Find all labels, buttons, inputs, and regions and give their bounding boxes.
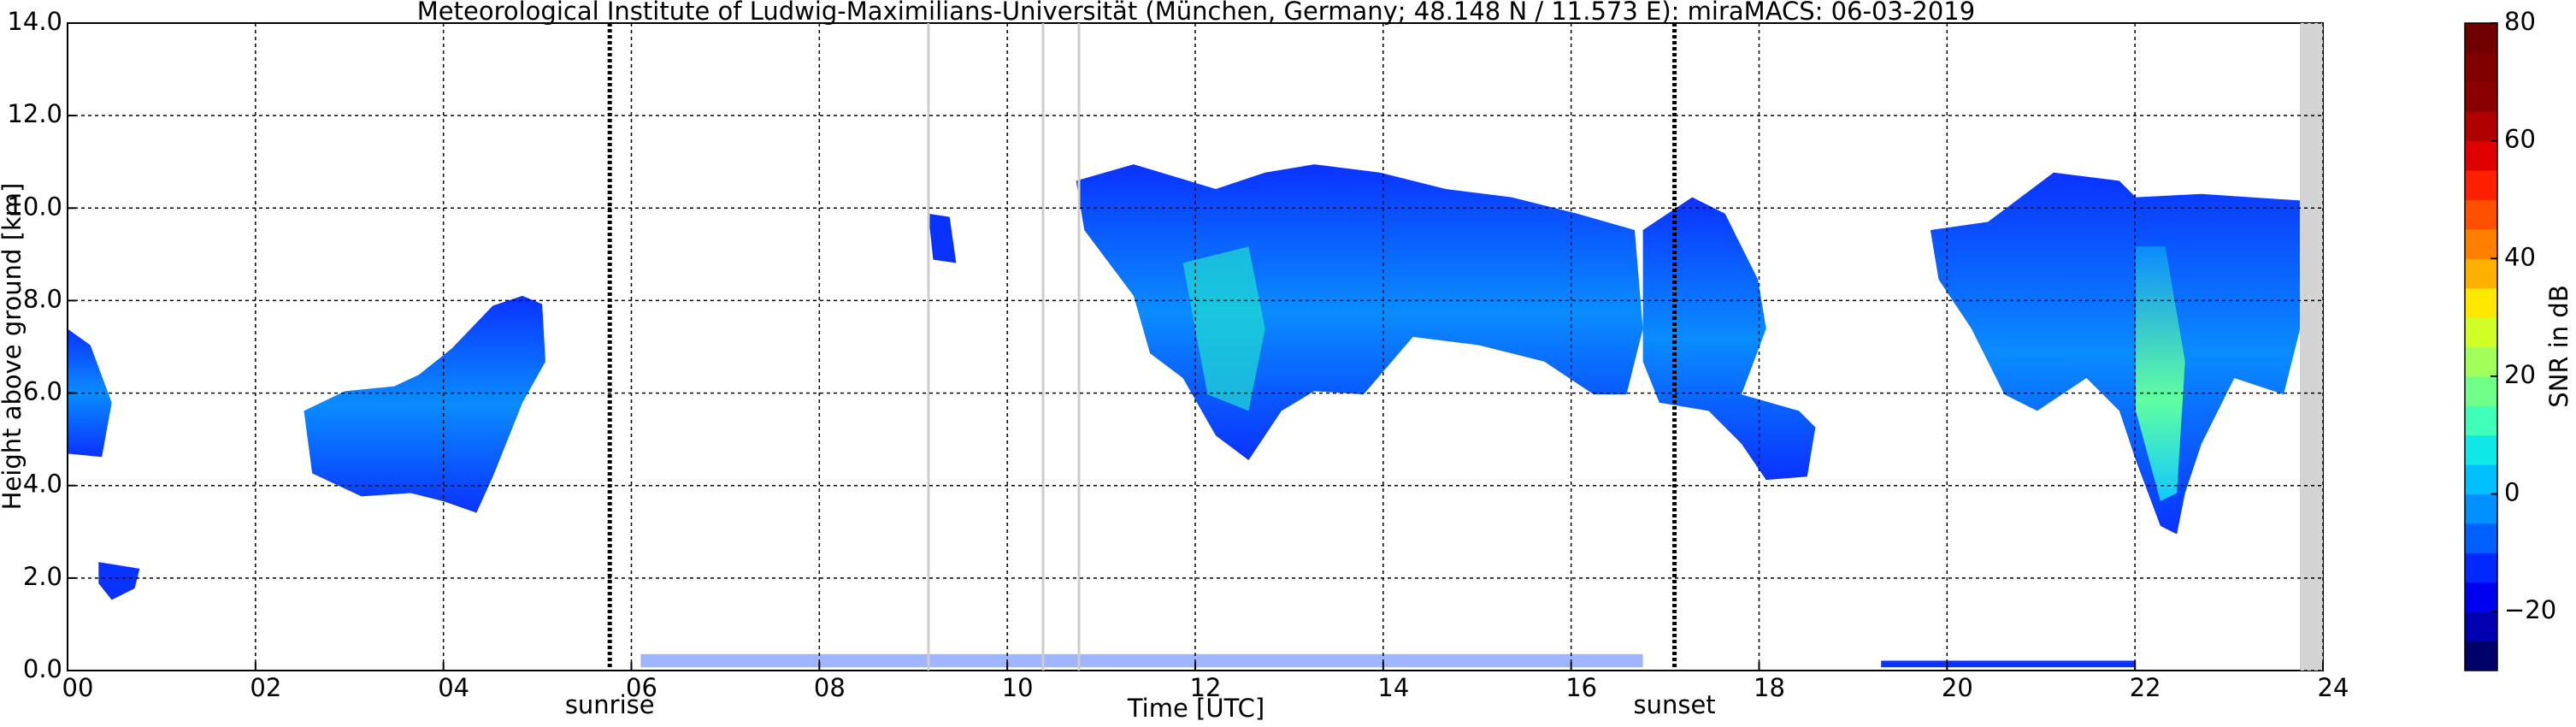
colorbar-segment bbox=[2465, 258, 2497, 289]
y-tick-label: 8.0 bbox=[23, 284, 62, 313]
y-tick-label: 12.0 bbox=[7, 99, 62, 128]
colorbar-segment bbox=[2465, 375, 2497, 406]
annotation-label: sunrise bbox=[565, 690, 655, 719]
x-tick-label: 14 bbox=[1377, 673, 1409, 702]
colorbar-segment bbox=[2465, 228, 2497, 259]
colorbar-tick-label: 80 bbox=[2504, 7, 2536, 36]
annotation-label: sunset bbox=[1633, 690, 1715, 719]
colorbar-segment bbox=[2465, 111, 2497, 142]
x-tick-label: 04 bbox=[438, 673, 469, 702]
colorbar-tick-label: 20 bbox=[2504, 360, 2536, 389]
colorbar-segment bbox=[2465, 494, 2497, 524]
colorbar-segment bbox=[2465, 23, 2497, 53]
x-tick-label: 00 bbox=[62, 673, 94, 702]
colorbar-segment bbox=[2465, 582, 2497, 612]
y-axis-label: Height above ground [km] bbox=[0, 183, 27, 511]
y-tick-label: 10.0 bbox=[7, 192, 62, 221]
y-tick-label: 0.0 bbox=[23, 654, 62, 683]
colorbar-segment bbox=[2465, 199, 2497, 230]
y-tick-label: 6.0 bbox=[23, 377, 62, 406]
colorbar-segment bbox=[2465, 523, 2497, 553]
colorbar-segment bbox=[2465, 464, 2497, 495]
x-tick-label: 16 bbox=[1565, 673, 1597, 702]
colorbar-segment bbox=[2465, 612, 2497, 642]
colorbar-segment bbox=[2465, 553, 2497, 583]
colorbar-segment bbox=[2465, 81, 2497, 112]
x-tick-label: 02 bbox=[250, 673, 281, 702]
colorbar-tick-label: 40 bbox=[2504, 242, 2536, 271]
x-tick-label: 24 bbox=[2318, 673, 2349, 702]
colorbar-tick-label: −20 bbox=[2504, 595, 2556, 624]
x-tick-label: 12 bbox=[1190, 673, 1222, 702]
colorbar-tick-label: 60 bbox=[2504, 125, 2536, 154]
chart-title: Meteorological Institute of Ludwig-Maxim… bbox=[417, 0, 1975, 26]
x-tick-label: 08 bbox=[814, 673, 846, 702]
colorbar-segment bbox=[2465, 140, 2497, 171]
colorbar-segment bbox=[2465, 641, 2497, 671]
colorbar-segment bbox=[2465, 346, 2497, 377]
no-data-band bbox=[2300, 23, 2323, 671]
colorbar-segment bbox=[2465, 434, 2497, 465]
x-axis-label: Time [UTC] bbox=[1127, 694, 1264, 723]
y-tick-label: 14.0 bbox=[7, 7, 62, 36]
colorbar-segment bbox=[2465, 317, 2497, 347]
x-tick-label: 20 bbox=[1942, 673, 1973, 702]
colorbar-segment bbox=[2465, 287, 2497, 318]
colorbar-segment bbox=[2465, 170, 2497, 200]
colorbar-segment bbox=[2465, 52, 2497, 83]
y-tick-label: 2.0 bbox=[23, 562, 62, 591]
y-tick-label: 4.0 bbox=[23, 470, 62, 499]
colorbar-segment bbox=[2465, 405, 2497, 436]
colorbar-frame bbox=[2464, 22, 2498, 671]
x-tick-label: 18 bbox=[1754, 673, 1785, 702]
x-tick-label: 10 bbox=[1002, 673, 1034, 702]
colorbar-tick-label: 0 bbox=[2504, 478, 2520, 507]
x-tick-label: 06 bbox=[626, 673, 657, 702]
colorbar-label: SNR in dB bbox=[2544, 285, 2573, 407]
x-tick-label: 22 bbox=[2130, 673, 2161, 702]
radar-echoes bbox=[67, 164, 2301, 668]
